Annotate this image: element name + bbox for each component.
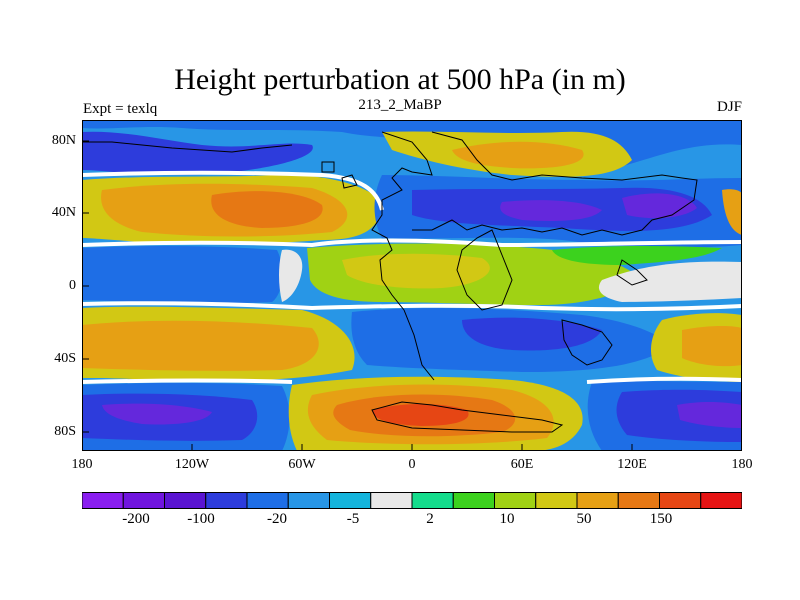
colorbar-swatch bbox=[287, 492, 330, 509]
map-title: Height perturbation at 500 hPa (in m) bbox=[174, 63, 626, 96]
band-40N-orange-far-east bbox=[722, 189, 742, 235]
x-tick-label: 180 bbox=[731, 457, 753, 472]
x-tick-label: 120W bbox=[174, 457, 210, 472]
y-tick-label: 80S bbox=[54, 424, 76, 439]
case-label: 213_2_MaBP bbox=[358, 97, 442, 113]
y-tick-label: 40N bbox=[51, 205, 76, 220]
x-tick-label: 0 bbox=[408, 457, 416, 472]
contour-field bbox=[82, 120, 742, 451]
band-north-darkblue bbox=[82, 131, 313, 175]
zero-line-mid-north bbox=[82, 238, 742, 248]
x-tick-label: 120E bbox=[617, 457, 647, 472]
band-equator-blue-west bbox=[82, 245, 283, 304]
experiment-label: Expt = texlq bbox=[83, 101, 158, 117]
y-tick-label: 80N bbox=[51, 133, 76, 148]
colorbar-label: -100 bbox=[187, 511, 215, 527]
colorbar-swatch bbox=[494, 492, 537, 509]
band-south-purple-east bbox=[677, 401, 742, 428]
colorbar-swatch bbox=[659, 492, 702, 509]
zero-line-south bbox=[82, 376, 742, 384]
band-equator-green-east bbox=[552, 245, 722, 265]
colorbar-label: 50 bbox=[576, 511, 592, 527]
colorbar-swatch bbox=[164, 492, 207, 509]
band-equator-gray-west bbox=[279, 249, 303, 302]
zero-line-north bbox=[82, 170, 384, 211]
zero-line-mid-south bbox=[82, 301, 742, 312]
colorbar bbox=[82, 492, 742, 509]
colorbar-label: 150 bbox=[649, 511, 673, 527]
y-ticks bbox=[82, 140, 89, 433]
x-tick-label: 60W bbox=[288, 457, 316, 472]
band-40S-orange-west bbox=[82, 320, 319, 371]
colorbar-label: -200 bbox=[122, 511, 150, 527]
colorbar-swatch bbox=[411, 492, 454, 509]
band-40N-darkorange bbox=[211, 191, 323, 228]
x-tick-label: 180 bbox=[71, 457, 93, 472]
colorbar-swatch bbox=[205, 492, 248, 509]
band-40N-purple-east2 bbox=[622, 193, 697, 219]
x-ticks bbox=[82, 444, 742, 451]
band-south-redorange-mid bbox=[372, 404, 469, 426]
y-tick-label: 40S bbox=[54, 351, 76, 366]
colorbar-swatch bbox=[370, 492, 413, 509]
band-north-orange-east bbox=[452, 141, 584, 169]
colorbar-label: 10 bbox=[499, 511, 515, 527]
band-equator-yellow-mid bbox=[342, 253, 490, 289]
band-40N-purple-east bbox=[500, 200, 602, 221]
colorbar-swatch bbox=[122, 492, 165, 509]
colorbar-label: -20 bbox=[267, 511, 287, 527]
colorbar-swatch bbox=[452, 492, 495, 509]
colorbar-swatch bbox=[535, 492, 578, 509]
colorbar-swatch bbox=[617, 492, 660, 509]
colorbar-swatch bbox=[700, 492, 742, 509]
band-40S-darkblue-mid bbox=[462, 317, 602, 351]
colorbar-label: -5 bbox=[346, 511, 360, 527]
colorbar-swatch bbox=[576, 492, 619, 509]
band-equator-gray-east bbox=[598, 261, 742, 302]
band-south-purple-west bbox=[102, 403, 212, 425]
map-plot bbox=[82, 120, 742, 451]
x-tick-label: 60E bbox=[510, 457, 534, 472]
band-40S-orange-east bbox=[682, 325, 742, 367]
colorbar-swatch bbox=[246, 492, 289, 509]
season-label: DJF bbox=[716, 99, 742, 115]
y-tick-label: 0 bbox=[69, 278, 76, 293]
coastlines bbox=[82, 131, 698, 433]
colorbar-swatch bbox=[329, 492, 372, 509]
colorbar-swatch bbox=[82, 492, 124, 509]
colorbar-label: 2 bbox=[426, 511, 434, 527]
